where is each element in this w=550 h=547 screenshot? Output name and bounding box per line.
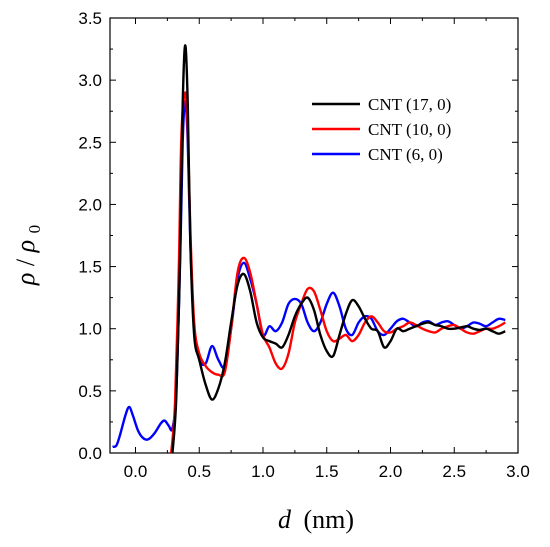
y-tick-label: 3.0 <box>78 71 102 90</box>
y-tick-label: 0.5 <box>78 382 102 401</box>
y-tick-label: 3.5 <box>78 9 102 28</box>
series-line-1 <box>170 91 506 454</box>
legend: CNT (17, 0) CNT (10, 0) CNT (6, 0) <box>312 95 451 164</box>
series-lines <box>112 44 506 454</box>
x-axis-ticks: 0.0 0.5 1.0 1.5 2.0 2.5 3.0 <box>124 18 530 481</box>
y-tick-label: 2.0 <box>78 195 102 214</box>
x-tick-label: 2.5 <box>442 462 466 481</box>
x-tick-label: 2.0 <box>379 462 403 481</box>
x-tick-label: 0.0 <box>124 462 148 481</box>
x-tick-label: 1.5 <box>315 462 339 481</box>
x-tick-label: 1.0 <box>251 462 275 481</box>
y-tick-label: 1.0 <box>78 320 102 339</box>
x-axis-unit: (nm) <box>303 505 354 534</box>
y-axis-label: ρ / ρ 0 <box>11 225 44 286</box>
x-axis-symbol: d <box>278 505 292 534</box>
x-tick-label: 0.5 <box>187 462 211 481</box>
y-axis-slash: / <box>11 258 40 266</box>
y-axis-numerator: ρ <box>11 273 40 286</box>
plot-border <box>109 17 519 454</box>
legend-label: CNT (17, 0) <box>368 95 451 114</box>
y-axis-denominator: ρ <box>11 240 40 253</box>
y-axis-ticks: 0.0 0.5 1.0 1.5 2.0 2.5 3.0 3.5 <box>78 9 518 463</box>
y-tick-label: 1.5 <box>78 258 102 277</box>
series-line-2 <box>112 100 506 449</box>
x-axis-label: d (nm) <box>278 505 354 534</box>
plot-frame <box>109 17 519 454</box>
series-line-0 <box>171 44 506 454</box>
legend-label: CNT (6, 0) <box>368 145 443 164</box>
legend-label: CNT (10, 0) <box>368 120 451 139</box>
x-tick-label: 3.0 <box>506 462 530 481</box>
y-tick-label: 2.5 <box>78 133 102 152</box>
y-axis-denominator-subscript: 0 <box>25 225 44 234</box>
y-tick-label: 0.0 <box>78 444 102 463</box>
